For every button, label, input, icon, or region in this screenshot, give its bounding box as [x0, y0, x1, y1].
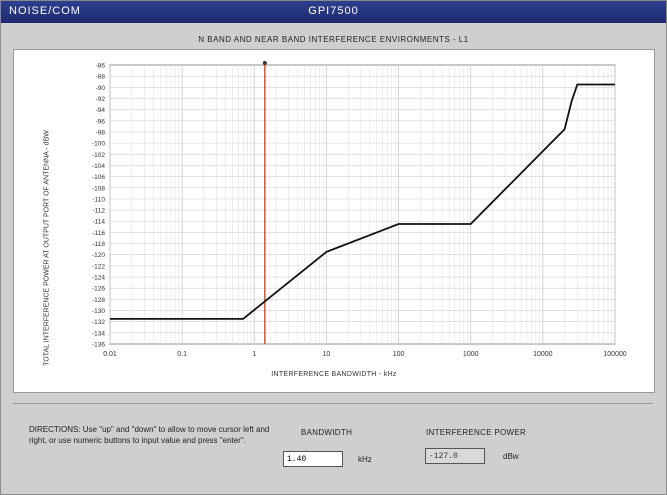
- y-tick-label: -122: [92, 263, 105, 270]
- x-tick-label: 100: [393, 351, 405, 358]
- y-tick-label: -86: [96, 63, 106, 70]
- y-tick-label: -104: [92, 163, 105, 170]
- y-tick-label: -124: [92, 275, 105, 282]
- y-tick-label: -132: [92, 319, 105, 326]
- x-tick-label: 1: [252, 351, 256, 358]
- x-tick-label: 10: [323, 351, 331, 358]
- x-tick-label: 100000: [603, 351, 626, 358]
- x-tick-label: 0.1: [177, 351, 187, 358]
- x-tick-label: 1000: [463, 351, 479, 358]
- y-tick-label: -88: [96, 74, 106, 81]
- x-axis-label: INTERFERENCE BANDWIDTH - kHz: [271, 371, 397, 378]
- x-tick-label: 10000: [533, 351, 553, 358]
- bandwidth-label: BANDWIDTH: [301, 428, 353, 437]
- directions-text: DIRECTIONS: Use "up" and "down" to allow…: [29, 425, 270, 445]
- interference-series-line: [110, 83, 615, 320]
- y-tick-label: -126: [92, 286, 105, 293]
- y-tick-label: -108: [92, 185, 105, 192]
- y-tick-label: -90: [96, 85, 106, 92]
- graph-title: N BAND AND NEAR BAND INTERFERENCE ENVIRO…: [198, 35, 469, 44]
- y-tick-label: -136: [92, 342, 105, 349]
- bandwidth-cursor-handle: [262, 61, 267, 65]
- interference-chart: 0.01 0.1 1 10 100 1000 10000 100000 -86 -88 -90 -92…: [92, 61, 627, 358]
- y-tick-label: -98: [96, 129, 106, 136]
- plot-area: [109, 64, 616, 345]
- y-axis-label-wrap: TOTAL INTERFERENCE POWER AT OUTPUT PORT …: [32, 108, 62, 388]
- y-tick-label: -92: [96, 96, 106, 103]
- bandwidth-input[interactable]: 1.40: [283, 451, 343, 467]
- title-bar: NOISE/COM GPI7500: [1, 1, 666, 23]
- y-tick-label: -94: [96, 107, 106, 114]
- interference-power-output: -127.0: [425, 448, 485, 464]
- y-tick-label: -110: [92, 196, 105, 203]
- y-tick-label: -130: [92, 308, 105, 315]
- y-tick-label: -134: [92, 330, 105, 337]
- y-tick-label: -128: [92, 297, 105, 304]
- y-tick-label: -114: [92, 219, 105, 226]
- interference-power-unit: dBw: [503, 452, 519, 461]
- plot-panel: 0.01 0.1 1 10 100 1000 10000 100000 -86 -88 -90 -92…: [13, 49, 655, 393]
- control-panel: DIRECTIONS: Use "up" and "down" to allow…: [13, 403, 653, 484]
- y-tick-label: -96: [96, 118, 106, 125]
- app-title-center: GPI7500: [308, 5, 359, 17]
- y-tick-label: -112: [92, 208, 105, 215]
- y-tick-label: -120: [92, 252, 105, 259]
- interference-power-label: INTERFERENCE POWER: [426, 428, 527, 437]
- y-tick-label: -118: [92, 241, 105, 248]
- bandwidth-unit: kHz: [358, 455, 372, 464]
- y-tick-label: -100: [92, 141, 105, 148]
- x-tick-label: 0.01: [103, 351, 117, 358]
- y-tick-label: -102: [92, 152, 105, 159]
- app-title-left: NOISE/COM: [9, 5, 81, 17]
- y-tick-label: -106: [92, 174, 105, 181]
- y-axis-label: TOTAL INTERFERENCE POWER AT OUTPUT PORT …: [43, 130, 51, 366]
- y-tick-label: -116: [92, 230, 105, 237]
